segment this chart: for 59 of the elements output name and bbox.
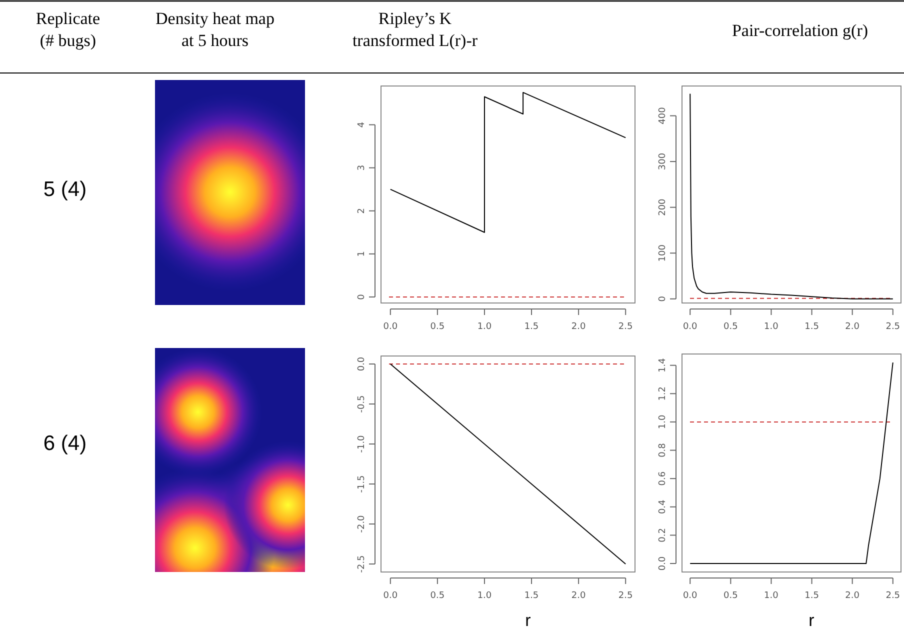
x-tick-label: 2.0: [845, 591, 860, 601]
x-tick-label: 2.0: [571, 322, 586, 332]
y-tick-label: 1.0: [658, 414, 668, 430]
y-tick-label: 400: [658, 106, 668, 124]
y-tick-label: 0.4: [658, 499, 668, 514]
y-tick-label: 1.2: [658, 386, 668, 401]
y-tick-label: 0.6: [658, 471, 668, 486]
x-tick-label: 0.5: [430, 591, 445, 601]
y-tick-label: 3: [357, 164, 367, 171]
line-series: [690, 362, 894, 564]
y-tick-label: 300: [658, 152, 668, 170]
y-tick-label: 1.4: [658, 358, 668, 372]
text: Ripley’s K transformed L(r)-r: [352, 9, 478, 50]
y-tick-label: 100: [658, 244, 668, 262]
x-axis-title: r: [808, 611, 815, 630]
x-tick-label: 1.0: [477, 591, 492, 601]
y-tick-label: 4: [357, 122, 367, 128]
x-tick-label: 2.0: [571, 591, 586, 601]
x-tick-label: 1.5: [524, 591, 539, 601]
y-tick-label: -2.0: [357, 514, 367, 533]
line-series: [390, 92, 626, 233]
y-tick-label: 0.8: [658, 442, 668, 458]
x-tick-label: 0.0: [682, 591, 698, 601]
y-tick-label: -0.5: [357, 395, 367, 413]
x-tick-label: 1.0: [477, 322, 492, 332]
x-tick-label: 2.0: [845, 322, 860, 332]
y-tick-label: 0: [658, 296, 668, 302]
y-tick-label: -1.5: [357, 475, 367, 493]
text: Replicate (# bugs): [36, 9, 100, 50]
x-tick-label: 2.5: [886, 591, 900, 601]
y-tick-label: -2.5: [357, 555, 367, 573]
y-tick-label: 0.2: [658, 528, 668, 542]
x-tick-label: 0.5: [724, 322, 738, 332]
x-axis-title: r: [525, 611, 532, 630]
x-tick-label: 1.5: [804, 322, 819, 332]
x-tick-label: 1.5: [804, 591, 819, 601]
y-tick-label: 0: [357, 294, 367, 300]
y-tick-label: 2: [357, 208, 367, 214]
x-tick-label: 2.5: [618, 322, 633, 332]
text: Pair-correlation g(r): [732, 21, 868, 40]
x-tick-label: 2.5: [886, 322, 900, 332]
y-tick-label: -1.0: [357, 434, 367, 453]
x-tick-label: 2.5: [618, 591, 633, 601]
x-tick-label: 0.0: [383, 591, 398, 601]
y-tick-label: 1: [357, 251, 367, 257]
line-series: [690, 93, 894, 300]
y-tick-label: 0.0: [658, 556, 668, 571]
y-tick-label: 0.0: [357, 356, 367, 372]
y-tick-label: 200: [658, 198, 668, 216]
text: 5 (4): [43, 178, 87, 201]
x-tick-label: 1.0: [764, 322, 779, 332]
text: Density heat map at 5 hours: [156, 9, 274, 50]
x-tick-label: 0.0: [383, 322, 398, 332]
text: 6 (4): [43, 432, 87, 455]
x-tick-label: 1.5: [524, 322, 539, 332]
x-tick-label: 0.0: [682, 322, 698, 332]
x-tick-label: 1.0: [764, 591, 779, 601]
x-tick-label: 0.5: [724, 591, 738, 601]
x-tick-label: 0.5: [430, 322, 445, 332]
